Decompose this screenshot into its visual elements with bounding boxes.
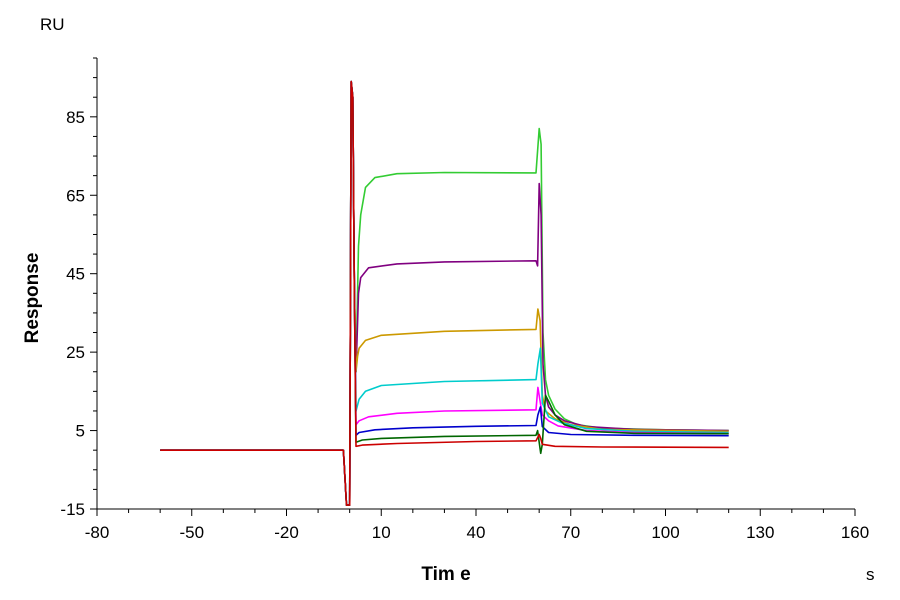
y-tick-label: 25 — [66, 343, 85, 362]
series-layer — [160, 80, 729, 506]
y-tick-label: 85 — [66, 108, 85, 127]
x-tick-label: 160 — [841, 523, 869, 542]
x-tick-label: -50 — [179, 523, 204, 542]
y-tick-label: 5 — [76, 422, 85, 441]
x-tick-label: -80 — [85, 523, 110, 542]
tick-layer: -80 -50 -20 10 40 70 100 130 160 -15 5 25 45 65 85 — [60, 57, 869, 542]
y-tick-label: 65 — [66, 186, 85, 205]
x-unit-label: s — [866, 565, 875, 584]
y-tick-label: 45 — [66, 265, 85, 284]
y-axis-title: Response — [22, 253, 43, 344]
y-tick-label: -15 — [60, 500, 85, 519]
x-tick-label: 130 — [746, 523, 774, 542]
x-tick-label: -20 — [274, 523, 299, 542]
x-axis-title: Tim e — [421, 564, 470, 585]
x-tick-label: 70 — [561, 523, 580, 542]
y-unit-label: RU — [40, 15, 65, 34]
x-tick-label: 40 — [467, 523, 486, 542]
x-tick-label: 100 — [651, 523, 679, 542]
series-line-8 — [160, 80, 729, 506]
x-tick-label: 10 — [372, 523, 391, 542]
